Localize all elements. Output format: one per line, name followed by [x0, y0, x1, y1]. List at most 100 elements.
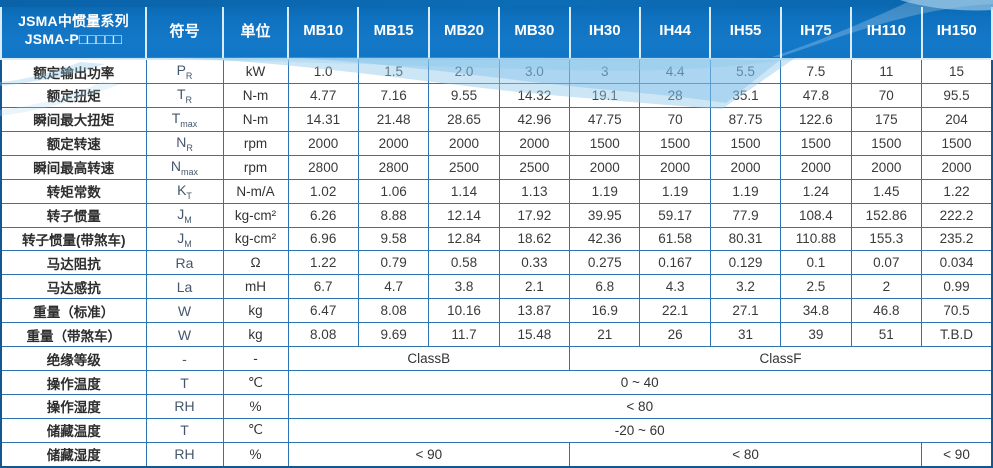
row-label: 操作温度 — [0, 370, 147, 395]
spec-row: 转子惯量 JM kg-cm² 6.26 8.88 12.14 17.92 39.95 59.17… — [0, 202, 993, 228]
row-symbol: TR — [145, 83, 224, 108]
row-unit: N-m/A — [222, 178, 289, 204]
row-unit: kg-cm² — [222, 226, 289, 252]
cell-value: 47.8 — [780, 83, 852, 108]
cell-value: 2000 — [780, 154, 852, 180]
cell-value: 1500 — [921, 130, 993, 156]
row-symbol: NR — [145, 130, 224, 156]
cell-value: 1.0 — [287, 58, 359, 84]
cell-value: 8.08 — [357, 298, 430, 324]
row-label: 瞬间最高转速 — [0, 154, 147, 180]
cell-value: 9.55 — [428, 83, 500, 108]
column-header-ih55: IH55 — [709, 1, 782, 60]
cell-value: 2500 — [498, 154, 571, 180]
cell-value: 2000 — [498, 130, 571, 156]
cell-value: 21 — [569, 322, 641, 348]
cell-value: 47.75 — [569, 106, 641, 132]
cell-value: 1500 — [639, 130, 711, 156]
column-header-ih44: IH44 — [638, 1, 712, 60]
cell-value: 222.2 — [921, 202, 993, 228]
row-label: 重量（标准） — [0, 298, 147, 324]
cell-value: 1.14 — [428, 178, 500, 204]
cell-value: 4.3 — [639, 274, 711, 300]
cell-value: 28.65 — [428, 106, 500, 132]
row-symbol: T — [145, 370, 224, 395]
cell-value: 17.92 — [498, 202, 571, 228]
cell-value: 70 — [850, 83, 923, 108]
cell-value: 0.1 — [780, 250, 852, 276]
row-symbol: T — [145, 417, 224, 443]
spec-row: 转子惯量(带煞车) JM kg-cm² 6.96 9.58 12.84 18.62 42.36… — [0, 226, 993, 252]
row-unit: % — [222, 441, 289, 468]
cell-value: 1500 — [709, 130, 782, 156]
row-symbol: Tmax — [145, 106, 224, 132]
row-label: 转子惯量(带煞车) — [0, 226, 147, 252]
cell-value: 35.1 — [709, 83, 782, 108]
cell-value: 1.13 — [498, 178, 571, 204]
cell-value: 14.32 — [498, 83, 571, 108]
column-header-ih30: IH30 — [568, 1, 641, 60]
column-header-unit: 单位 — [222, 1, 289, 60]
cell-value: 9.58 — [357, 226, 430, 252]
cell-value: 31 — [709, 322, 782, 348]
cell-value: 2.1 — [498, 274, 571, 300]
cell-value: 2000 — [921, 154, 993, 180]
cell-value: 0.99 — [921, 274, 993, 300]
cell-value: 27.1 — [709, 298, 782, 324]
row-label: 储藏温度 — [0, 417, 147, 443]
cell-value: 2500 — [428, 154, 500, 180]
cell-span-value: -20 ~ 60 — [287, 417, 993, 443]
cell-value: 1500 — [569, 130, 641, 156]
row-label: 额定转速 — [0, 130, 147, 156]
cell-value: 1.02 — [287, 178, 359, 204]
row-unit: N-m — [222, 83, 289, 108]
row-symbol: La — [145, 274, 224, 300]
cell-value: 3.2 — [709, 274, 782, 300]
row-symbol: JM — [145, 226, 224, 252]
cell-value: 11 — [850, 58, 923, 84]
row-label: 重量（带煞车） — [0, 322, 147, 348]
row-symbol: KT — [145, 178, 224, 204]
cell-value: T.B.D — [921, 322, 993, 348]
series-title-line1: JSMA中惯量系列 — [18, 12, 129, 29]
cell-value: 51 — [850, 322, 923, 348]
cell-value: 2.5 — [780, 274, 852, 300]
cell-value: 235.2 — [921, 226, 993, 252]
cell-value: 77.9 — [709, 202, 782, 228]
spec-row: 马达阻抗 Ra Ω 1.22 0.79 0.58 0.33 0.275 0.167 0.129 0.… — [0, 250, 993, 276]
cell-value: 12.14 — [428, 202, 500, 228]
cell-value: 95.5 — [921, 83, 993, 108]
cell-value: 204 — [921, 106, 993, 132]
cell-value: 4.4 — [639, 58, 711, 84]
cell-span-value: ClassB — [287, 346, 571, 372]
row-label: 操作湿度 — [0, 393, 147, 419]
row-unit: ℃ — [222, 417, 289, 443]
row-unit: % — [222, 393, 289, 419]
row-label: 瞬间最大扭矩 — [0, 106, 147, 132]
spec-row-spanning: 操作温度 T ℃ 0 ~ 40 — [0, 370, 993, 395]
row-unit: kg — [222, 298, 289, 324]
row-unit: - — [222, 346, 289, 372]
cell-value: 2000 — [569, 154, 641, 180]
cell-value: 108.4 — [780, 202, 852, 228]
cell-value: 1500 — [850, 130, 923, 156]
column-header-mb20: MB20 — [427, 1, 501, 60]
cell-value: 2800 — [357, 154, 430, 180]
cell-value: 0.07 — [850, 250, 923, 276]
spec-row: 马达感抗 La mH 6.7 4.7 3.8 2.1 6.8 4.3 3.2 2.5 2 0.99 — [0, 274, 993, 300]
row-unit: kg — [222, 322, 289, 348]
cell-value: 39.95 — [569, 202, 641, 228]
row-symbol: JM — [145, 202, 224, 228]
spec-row: 额定输出功率 PR kW 1.0 1.5 2.0 3.0 3 4.4 5.5 7.5 11 15 — [0, 58, 993, 84]
cell-value: 39 — [780, 322, 852, 348]
cell-value: 175 — [850, 106, 923, 132]
row-symbol: W — [145, 322, 224, 348]
column-header-mb15: MB15 — [357, 1, 430, 60]
cell-value: 1.22 — [287, 250, 359, 276]
cell-value: 1.06 — [357, 178, 430, 204]
series-title: JSMA中惯量系列 JSMA-P□□□□□ — [0, 1, 147, 60]
cell-span-value: < 90 — [921, 441, 993, 468]
